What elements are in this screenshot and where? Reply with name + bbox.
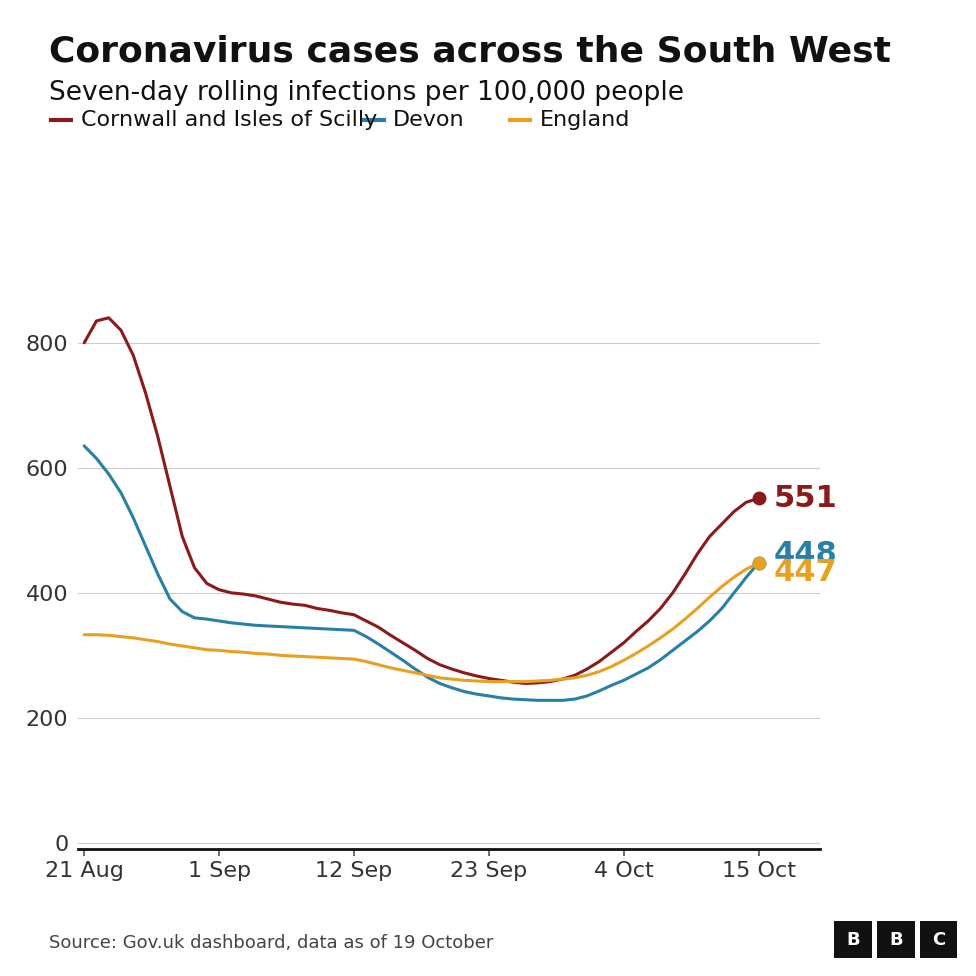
Text: B: B [889, 931, 903, 949]
Text: Cornwall and Isles of Scilly: Cornwall and Isles of Scilly [81, 110, 378, 130]
Text: B: B [846, 931, 860, 949]
Text: Devon: Devon [393, 110, 465, 130]
Text: Coronavirus cases across the South West: Coronavirus cases across the South West [49, 34, 891, 68]
Text: Source: Gov.uk dashboard, data as of 19 October: Source: Gov.uk dashboard, data as of 19 … [49, 934, 493, 952]
Text: 448: 448 [773, 540, 837, 569]
Text: C: C [932, 931, 946, 949]
Text: 447: 447 [773, 557, 836, 587]
Text: 551: 551 [773, 484, 837, 513]
Text: England: England [540, 110, 630, 130]
Text: Seven-day rolling infections per 100,000 people: Seven-day rolling infections per 100,000… [49, 80, 684, 106]
